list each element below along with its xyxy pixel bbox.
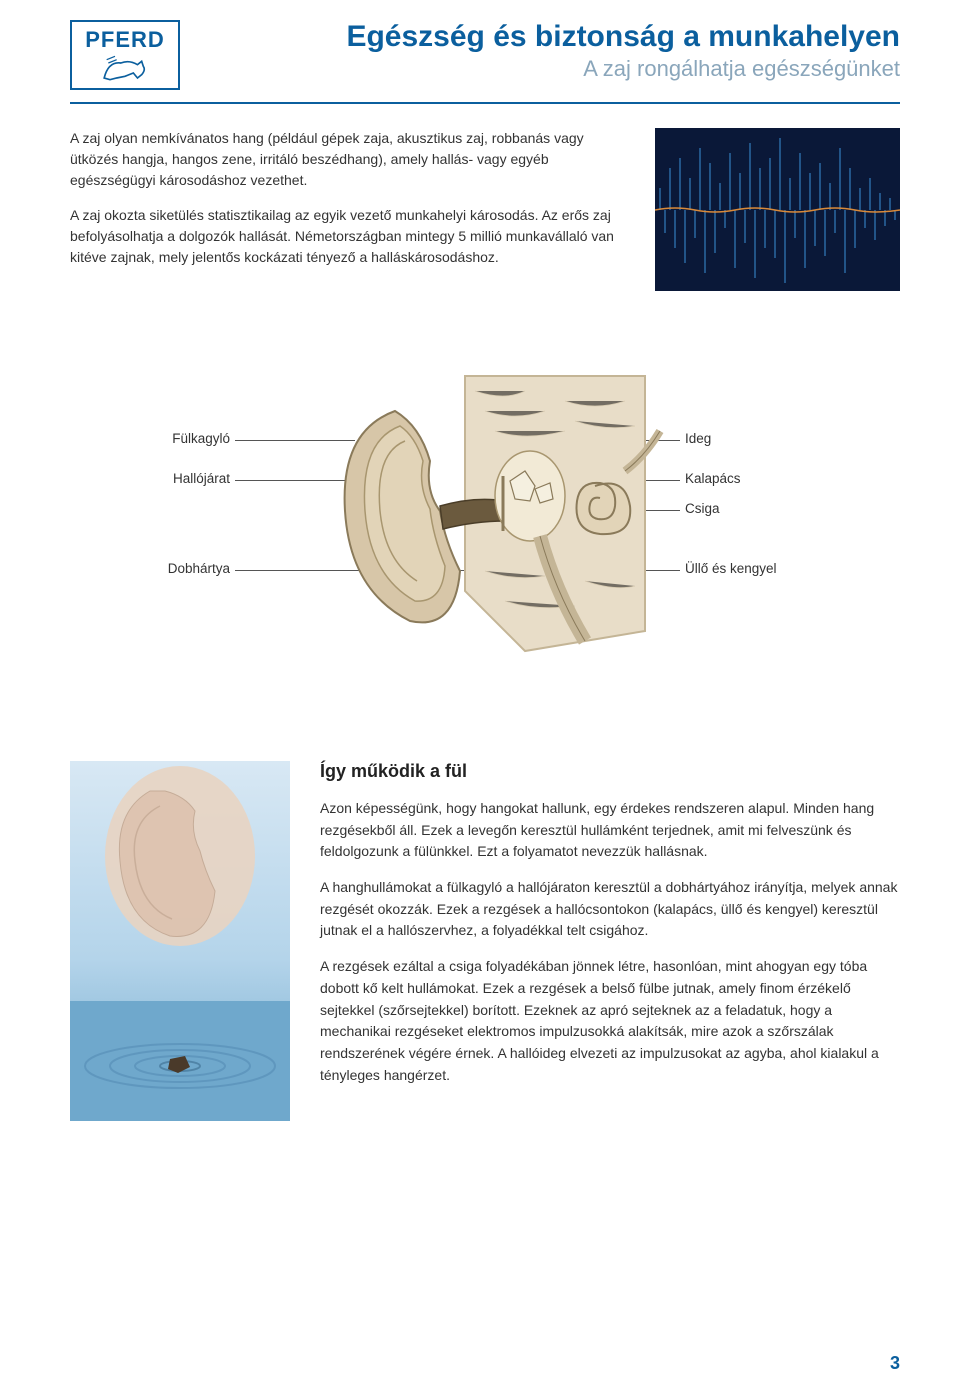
label-hallojarat: Hallójárat bbox=[110, 471, 230, 486]
brand-logo: PFERD bbox=[70, 20, 180, 90]
page-number: 3 bbox=[890, 1353, 900, 1374]
label-dobhartya: Dobhártya bbox=[110, 561, 230, 576]
page-header: PFERD Egészség és biztonság a munkahelye… bbox=[0, 0, 960, 98]
title-block: Egészség és biztonság a munkahelyen A za… bbox=[346, 20, 900, 82]
bottom-paragraph-2: A hanghullámokat a fülkagyló a hallójára… bbox=[320, 877, 900, 942]
section-title: Így működik a fül bbox=[320, 761, 900, 782]
how-ear-works-text: Így működik a fül Azon képességünk, hogy… bbox=[320, 761, 900, 1121]
bottom-paragraph-1: Azon képességünk, hogy hangokat hallunk,… bbox=[320, 798, 900, 863]
label-fulkagylo: Fülkagyló bbox=[110, 431, 230, 446]
brand-name: PFERD bbox=[85, 27, 165, 53]
intro-paragraph-1: A zaj olyan nemkívánatos hang (például g… bbox=[70, 128, 631, 191]
ear-illustration bbox=[325, 371, 665, 671]
how-ear-works-section: Így működik a fül Azon képességünk, hogy… bbox=[0, 671, 960, 1121]
page-title: Egészség és biztonság a munkahelyen bbox=[346, 20, 900, 54]
label-ullo: Üllő és kengyel bbox=[685, 561, 777, 576]
intro-text: A zaj olyan nemkívánatos hang (például g… bbox=[70, 128, 631, 291]
page-subtitle: A zaj rongálhatja egészségünket bbox=[346, 56, 900, 82]
bottom-paragraph-3: A rezgések ezáltal a csiga folyadékában … bbox=[320, 956, 900, 1086]
label-ideg: Ideg bbox=[685, 431, 711, 446]
waveform-image bbox=[655, 128, 900, 291]
label-csiga: Csiga bbox=[685, 501, 720, 516]
ear-photo bbox=[70, 761, 290, 1121]
intro-section: A zaj olyan nemkívánatos hang (például g… bbox=[0, 104, 960, 291]
intro-paragraph-2: A zaj okozta siketülés statisztikailag a… bbox=[70, 205, 631, 268]
horse-icon bbox=[100, 53, 150, 83]
ear-anatomy-diagram: Fülkagyló Hallójárat Dobhártya Ideg Kala… bbox=[110, 371, 850, 671]
label-kalapacs: Kalapács bbox=[685, 471, 741, 486]
